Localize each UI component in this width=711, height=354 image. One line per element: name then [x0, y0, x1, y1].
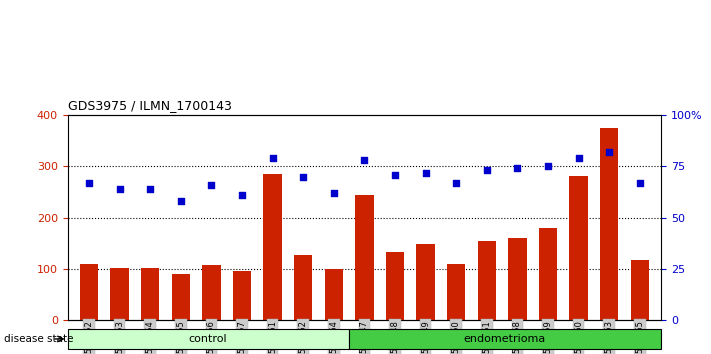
Bar [356, 195, 373, 320]
Point [144, 186, 156, 192]
Bar [141, 268, 159, 320]
Text: endometrioma: endometrioma [464, 334, 546, 344]
Bar [325, 269, 343, 320]
Bar [349, 329, 661, 349]
Text: GSM572764: GSM572764 [329, 320, 338, 354]
Text: GSM572753: GSM572753 [115, 320, 124, 354]
Bar [570, 176, 588, 320]
Text: GSM572765: GSM572765 [636, 320, 644, 354]
Text: GSM572762: GSM572762 [299, 320, 308, 354]
Point [236, 192, 247, 198]
Point [573, 155, 584, 161]
Point [267, 155, 278, 161]
Point [175, 199, 186, 204]
Point [390, 172, 401, 177]
Text: GSM572761: GSM572761 [268, 320, 277, 354]
Text: GSM572758: GSM572758 [513, 320, 522, 354]
Bar [631, 260, 649, 320]
Bar [478, 241, 496, 320]
Point [634, 180, 646, 185]
Text: GSM572756: GSM572756 [207, 320, 216, 354]
Bar [171, 274, 190, 320]
Bar [600, 128, 619, 320]
Point [205, 182, 217, 188]
Bar [417, 244, 434, 320]
Point [83, 180, 95, 185]
Bar [263, 174, 282, 320]
Point [542, 164, 554, 169]
Text: GSM572748: GSM572748 [390, 320, 400, 354]
Point [512, 166, 523, 171]
Point [114, 186, 125, 192]
Bar [539, 228, 557, 320]
Text: GSM572747: GSM572747 [360, 320, 369, 354]
Bar [386, 252, 404, 320]
Text: GSM572750: GSM572750 [451, 320, 461, 354]
Text: GSM572763: GSM572763 [605, 320, 614, 354]
Text: GDS3975 / ILMN_1700143: GDS3975 / ILMN_1700143 [68, 99, 231, 113]
Bar [447, 264, 466, 320]
Text: GSM572751: GSM572751 [482, 320, 491, 354]
Point [604, 149, 615, 155]
Bar [68, 329, 349, 349]
Point [358, 158, 370, 163]
Bar [80, 264, 98, 320]
Point [451, 180, 462, 185]
Text: GSM572760: GSM572760 [574, 320, 583, 354]
Text: GSM572755: GSM572755 [176, 320, 186, 354]
Text: GSM572752: GSM572752 [85, 320, 93, 354]
Bar [110, 268, 129, 320]
Point [481, 168, 493, 173]
Text: GSM572757: GSM572757 [237, 320, 247, 354]
Bar [508, 238, 527, 320]
Text: GSM572759: GSM572759 [543, 320, 552, 354]
Bar [232, 270, 251, 320]
Point [328, 190, 339, 196]
Text: control: control [189, 334, 228, 344]
Text: GSM572749: GSM572749 [421, 320, 430, 354]
Text: GSM572754: GSM572754 [146, 320, 155, 354]
Bar [202, 265, 220, 320]
Point [420, 170, 432, 175]
Point [297, 174, 309, 179]
Bar [294, 255, 312, 320]
Text: disease state: disease state [4, 334, 73, 344]
